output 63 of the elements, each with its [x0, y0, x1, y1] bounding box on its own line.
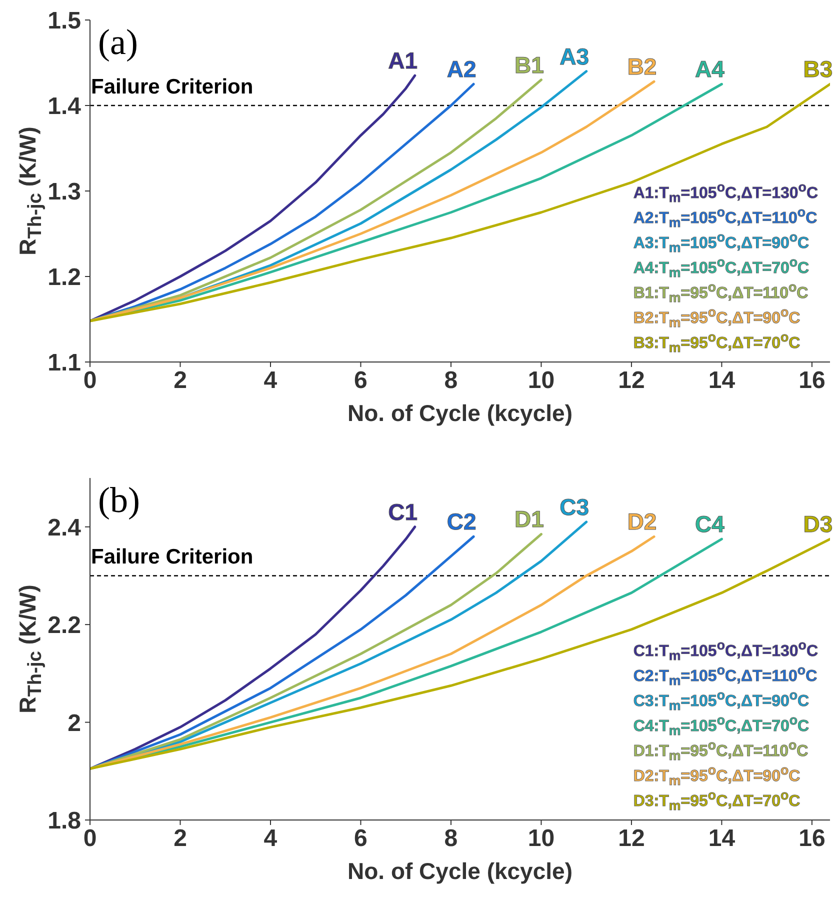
x-tick-label: 2	[174, 367, 187, 394]
annotation: C3	[560, 494, 590, 520]
annotation: A2	[446, 56, 476, 82]
y-tick-label: 1.5	[48, 8, 81, 35]
annotation: (a)	[98, 22, 138, 62]
text: A1:T$_{m}$=105$^{o}$C,ΔT=130$^{o}$C	[633, 180, 818, 206]
x-tick-label: 8	[444, 367, 458, 394]
annotation: B2	[627, 54, 657, 80]
annotation: B3	[803, 56, 833, 82]
x-tick-label: 16	[798, 825, 826, 852]
text: C2:T$_{m}$=105$^{o}$C,ΔT=110$^{o}$C	[633, 662, 818, 689]
x-tick-label: 4	[264, 825, 278, 852]
y-tick-label: 2	[68, 710, 81, 737]
annotation: B1	[514, 52, 544, 78]
x-tick-label: 4	[264, 367, 278, 394]
y-tick-label: 1.3	[48, 178, 81, 206]
ref-line-label: Failure Criterion	[91, 75, 254, 98]
annotation: C1	[388, 498, 418, 525]
x-tick-label: 10	[528, 825, 555, 852]
x-tick-label: 10	[528, 367, 555, 394]
annotation: C2	[446, 508, 476, 535]
x-tick-label: 14	[708, 825, 736, 852]
y-tick-label: 1.8	[48, 808, 81, 835]
annotation: D3	[803, 511, 833, 538]
text: C3:T$_{m}$=105$^{o}$C,ΔT=90$^{o}$C	[633, 688, 810, 714]
annotation: A3	[560, 43, 590, 70]
text: C4:T$_{m}$=105$^{o}$C,ΔT=70$^{o}$C	[633, 712, 810, 739]
x-tick-label: 0	[83, 367, 97, 394]
annotation: C4	[695, 511, 725, 538]
text: D3:T$_{m}$=95$^{o}$C,ΔT=70$^{o}$C	[633, 788, 802, 814]
text: A2:T$_{m}$=105$^{o}$C,ΔT=110$^{o}$C	[633, 204, 818, 231]
line-series	[90, 74, 416, 322]
x-tick-label: 12	[618, 367, 645, 394]
x-tick-label: 2	[174, 825, 187, 852]
annotation: D1	[514, 506, 544, 532]
annotation: A1	[388, 48, 418, 74]
text: D1:T$_{m}$=95$^{o}$C,ΔT=110$^{o}$C	[633, 738, 810, 764]
text: A3:T$_{m}$=105$^{o}$C,ΔT=90$^{o}$C	[633, 230, 810, 256]
text: B3:T$_{m}$=95$^{o}$C,ΔT=70$^{o}$C	[633, 330, 802, 356]
annotation: A4	[695, 56, 725, 82]
y-tick-label: 1.2	[48, 264, 81, 292]
x-axis-title: No. of Cycle (kcycle)	[346, 400, 574, 427]
annotation: D2	[627, 508, 657, 535]
text: C1:T$_{m}$=105$^{o}$C,ΔT=130$^{o}$C	[633, 638, 818, 664]
text: D2:T$_{m}$=95$^{o}$C,ΔT=90$^{o}$C	[633, 762, 802, 789]
ref-line-label: Failure Criterion	[91, 546, 254, 569]
x-axis-title: No. of Cycle (kcycle)	[346, 858, 574, 885]
x-tick-label: 12	[618, 825, 645, 852]
x-tick-label: 6	[354, 825, 368, 852]
y-tick-label: 1.4	[48, 93, 82, 120]
annotation: (b)	[98, 480, 140, 520]
text: A4:T$_{m}$=105$^{o}$C,ΔT=70$^{o}$C	[633, 254, 810, 281]
text: B2:T$_{m}$=95$^{o}$C,ΔT=90$^{o}$C	[633, 304, 802, 331]
x-tick-label: 16	[798, 367, 826, 394]
y-tick-label: 2.2	[48, 612, 81, 640]
line-series	[90, 535, 475, 770]
x-tick-label: 14	[708, 367, 736, 394]
text: B1:T$_{m}$=95$^{o}$C,ΔT=110$^{o}$C	[633, 280, 810, 306]
y-tick-label: 2.4	[48, 514, 82, 542]
x-tick-label: 6	[354, 367, 368, 394]
y-tick-label: 1.1	[48, 350, 81, 377]
x-tick-label: 8	[444, 825, 458, 852]
x-tick-label: 0	[83, 825, 97, 852]
